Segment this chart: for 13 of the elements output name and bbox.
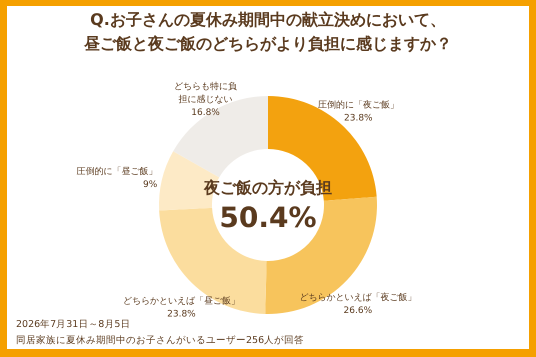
data-label: 9% — [143, 180, 158, 190]
text: 同居家族に夏休み期間中のお子さんがいるユーザー256人が回答 — [16, 334, 304, 346]
slice-label: どちらも特に負担に感じない — [174, 80, 238, 105]
text: 2026年7月31日～8月5日 — [16, 318, 130, 330]
slice-label: 圧倒的に「昼ご飯」 — [76, 166, 158, 177]
data-label: 23.8% — [167, 309, 196, 320]
data-label: 23.8% — [344, 114, 374, 124]
text: 50.4% — [219, 201, 317, 234]
chart-title: Q.お子さんの夏休み期間中の献立決めにおいて、昼ご飯と夜ご飯のどちらがより負担に感じますか？ — [83, 10, 452, 53]
slice-label: 圧倒的に「夜ご飯」 — [318, 100, 399, 111]
slice-label: どちらかといえば「昼ご飯」 — [122, 295, 240, 306]
data-label: 16.8% — [191, 108, 220, 118]
data-label: 26.6% — [344, 306, 373, 316]
